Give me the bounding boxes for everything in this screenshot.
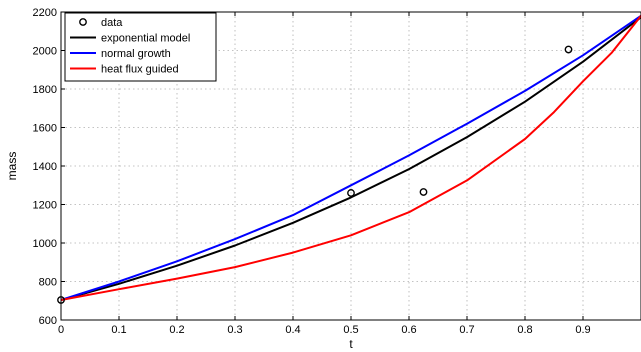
y-tick-label: 1000 <box>33 238 57 250</box>
series-line-heat-flux-guided <box>60 15 641 301</box>
x-tick-label: 0.3 <box>227 324 242 336</box>
y-tick-label: 1400 <box>33 161 57 173</box>
x-tick-label: 0.1 <box>111 324 126 336</box>
y-axis-label: mass <box>5 152 19 181</box>
x-tick-label: 0.4 <box>285 324 300 336</box>
y-tick-label: 1600 <box>33 123 57 135</box>
legend-label: heat flux guided <box>101 64 179 76</box>
legend-box <box>64 12 217 82</box>
data-point <box>564 45 573 54</box>
series-layer <box>57 14 641 304</box>
x-tick-label: 0.5 <box>343 324 358 336</box>
x-tick-label: 0 <box>58 324 64 336</box>
x-tick-label: 0.9 <box>575 324 590 336</box>
x-tick-label: 0.7 <box>459 324 474 336</box>
series-line-normal-growth <box>60 14 641 301</box>
data-point <box>419 188 428 196</box>
y-tick-label: 1800 <box>33 84 57 96</box>
x-tick-labels: 0 0.1 0.2 0.3 0.4 0.5 0.6 0.7 0.8 0.9 <box>58 324 591 336</box>
legend: data exponential model normal growth heat f… <box>64 12 217 82</box>
x-tick-label: 0.8 <box>517 324 532 336</box>
y-tick-label: 1200 <box>33 200 57 212</box>
y-tick-label: 2000 <box>33 46 57 58</box>
y-tick-label: 600 <box>39 315 57 327</box>
series-line-exponential-model <box>60 16 641 301</box>
x-tick-label: 0.2 <box>169 324 184 336</box>
legend-label: normal growth <box>101 48 171 60</box>
legend-label: data <box>101 17 123 29</box>
legend-marker-data <box>79 18 87 26</box>
y-tick-label: 2200 <box>33 7 57 19</box>
data-point <box>347 189 355 197</box>
legend-label: exponential model <box>101 33 190 45</box>
tick-marks <box>60 11 584 321</box>
x-axis-label: t <box>349 337 353 351</box>
grid <box>61 12 641 320</box>
x-tick-label: 0.6 <box>401 324 416 336</box>
y-tick-label: 800 <box>39 277 57 289</box>
y-tick-labels: 600 800 1000 1200 1400 1600 1800 2000 2200 <box>33 7 57 327</box>
